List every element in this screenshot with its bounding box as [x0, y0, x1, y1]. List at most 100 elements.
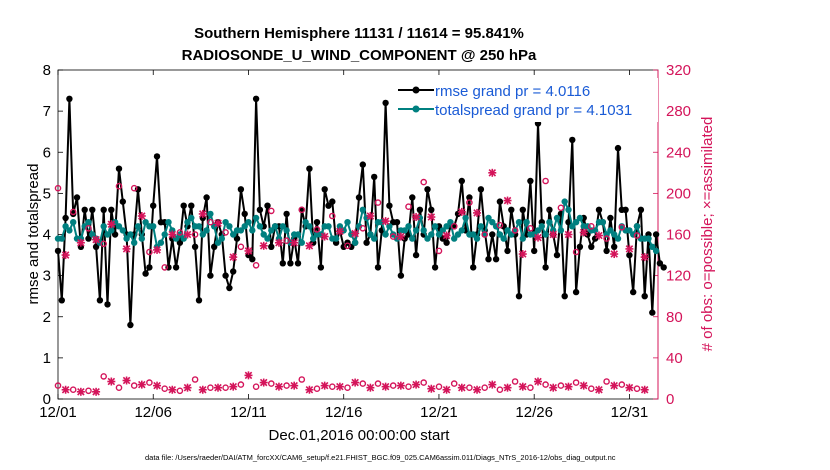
spread-point: [523, 219, 530, 226]
obs-possible-marker: [161, 385, 168, 393]
obs-possible-marker: [374, 199, 382, 206]
obs-possible-marker: [69, 208, 77, 216]
obs-possible-marker: [359, 224, 367, 232]
obs-possible-marker: [511, 378, 519, 385]
obs-assimilated-marker: [183, 230, 192, 239]
obs-possible-marker: [542, 177, 549, 185]
spread-point: [359, 206, 366, 213]
obs-assimilated-marker: [381, 217, 390, 226]
spread-point: [66, 227, 73, 234]
obs-assimilated-marker: [290, 238, 299, 247]
rmse-point: [111, 231, 119, 238]
spread-point: [561, 198, 568, 205]
rmse-point: [382, 99, 389, 107]
obs-assimilated-marker: [412, 380, 421, 389]
spread-point: [435, 231, 443, 238]
rmse-point: [622, 206, 629, 213]
rmse-point: [553, 251, 561, 259]
spread-point: [519, 235, 526, 242]
obs-possible-marker: [588, 222, 595, 230]
rmse-point: [561, 293, 568, 300]
y-right-tick-label: 120: [666, 268, 691, 285]
spread-point: [207, 210, 214, 218]
spread-point: [428, 231, 435, 238]
y-axis-right: 0 40 80 120 160 200 240 280 320: [653, 62, 691, 408]
obs-possible-marker: [222, 229, 229, 236]
obs-possible-marker: [191, 231, 199, 238]
legend-spread-label: totalspread grand pr = 4.1031: [435, 102, 632, 119]
rmse-point: [203, 194, 210, 201]
obs-possible-marker: [557, 382, 565, 389]
rmse-point: [431, 264, 439, 271]
rmse-point: [256, 206, 264, 213]
obs-assimilated-marker: [274, 238, 283, 247]
spread-point: [473, 235, 481, 242]
rmse-point: [614, 144, 622, 152]
obs-assimilated-marker: [137, 211, 146, 220]
spread-point: [534, 227, 542, 234]
rmse-point: [317, 264, 325, 271]
obs-possible-marker: [496, 221, 504, 229]
obs-possible-marker: [69, 386, 77, 394]
spread-point: [279, 223, 286, 230]
obs-assimilated-marker: [351, 378, 360, 387]
obs-assimilated-marker: [412, 213, 421, 222]
spread-point: [351, 239, 359, 246]
obs-possible-marker: [359, 380, 367, 387]
rmse-point: [416, 206, 424, 213]
obs-possible-marker: [115, 182, 123, 190]
y-left-tick-label: 2: [43, 309, 51, 326]
obs-assimilated-marker: [76, 238, 85, 247]
obs-assimilated-marker: [427, 213, 436, 222]
obs-assimilated-marker: [503, 196, 512, 205]
obs-possible-marker: [283, 382, 290, 389]
y-left-tick-label: 3: [43, 268, 51, 285]
rmse-point: [443, 239, 450, 246]
obs-assimilated-marker: [153, 245, 162, 254]
rmse-point: [641, 293, 648, 300]
legend-rmse-label: rmse grand pr = 4.0116: [435, 83, 590, 100]
rmse-point: [603, 247, 610, 255]
spread-point: [218, 235, 225, 242]
obs-possible-marker: [527, 224, 534, 232]
spread-point: [542, 231, 549, 238]
y-axis-left-label: rmse and totalspread: [25, 164, 42, 305]
obs-assimilated-marker: [610, 381, 619, 390]
obs-assimilated-marker: [274, 382, 283, 391]
rmse-point: [595, 206, 603, 213]
spread-point: [184, 219, 191, 226]
rmse-point: [652, 231, 660, 238]
obs-possible-marker: [267, 380, 275, 387]
obs-assimilated-marker: [305, 241, 314, 250]
obs-possible-marker: [603, 235, 610, 242]
spread-point: [336, 223, 344, 230]
obs-possible-marker: [54, 184, 62, 192]
y-right-tick-label: 80: [666, 309, 683, 326]
obs-assimilated-marker: [168, 230, 177, 239]
spread-point: [557, 227, 565, 234]
obs-possible-marker: [115, 384, 123, 392]
rmse-point: [237, 186, 245, 193]
rmse-point: [485, 256, 492, 263]
spread-point: [409, 235, 416, 242]
obs-assimilated-marker: [320, 232, 329, 241]
spread-point: [108, 227, 115, 234]
rmse-point: [283, 210, 290, 218]
rmse-point: [409, 194, 416, 201]
obs-possible-marker: [328, 212, 336, 220]
spread-point: [249, 227, 256, 234]
rmse-point: [519, 206, 526, 213]
obs-possible-marker: [420, 379, 428, 386]
spread-point: [344, 219, 351, 226]
rmse-point: [397, 272, 405, 279]
obs-assimilated-marker: [290, 381, 299, 390]
spread-point: [443, 223, 450, 230]
obs-assimilated-marker: [122, 376, 131, 385]
rmse-point: [515, 293, 523, 300]
y-left-tick-label: 0: [43, 391, 51, 408]
obs-assimilated-marker: [534, 377, 542, 386]
y-right-tick-label: 240: [666, 144, 691, 161]
rmse-point: [153, 153, 161, 160]
rmse-point: [492, 256, 500, 263]
obs-possible-marker: [344, 242, 351, 250]
